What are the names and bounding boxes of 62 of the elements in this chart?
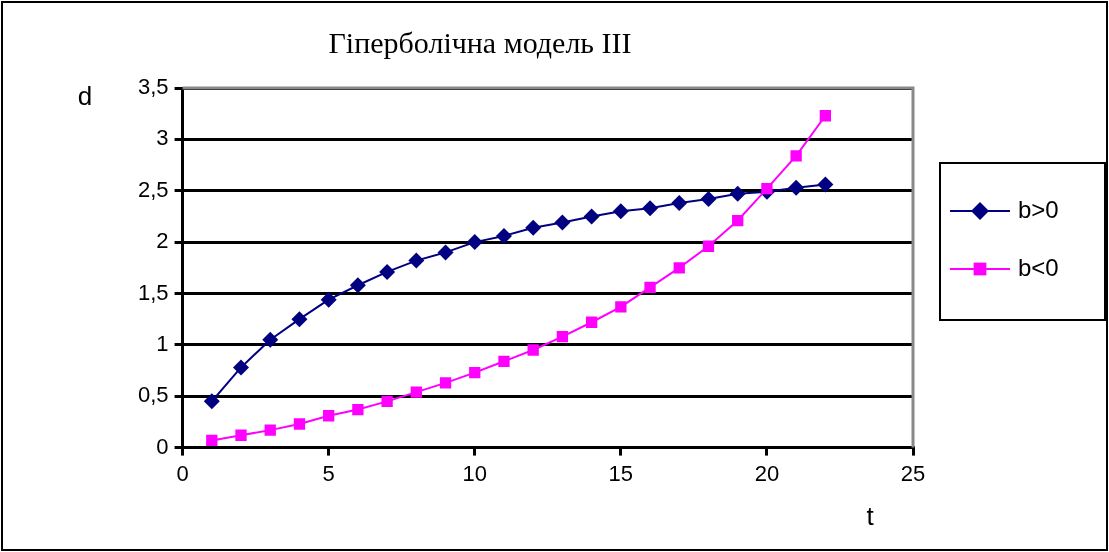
y-tick-label: 2,5 xyxy=(137,176,169,202)
point xyxy=(556,330,569,343)
y-tick-label: 3,5 xyxy=(137,74,169,100)
y-tick-label: 0 xyxy=(156,433,169,459)
point xyxy=(469,366,481,379)
x-axis-title: t xyxy=(866,501,875,532)
x-tick-label: 10 xyxy=(462,460,487,486)
point xyxy=(583,208,600,225)
point xyxy=(612,203,629,220)
point xyxy=(702,240,715,252)
point xyxy=(642,200,659,217)
y-tick-label: 1,5 xyxy=(137,279,169,305)
point xyxy=(498,355,510,367)
point xyxy=(235,429,247,441)
chart-title: Гіперболічна модель III xyxy=(328,25,632,59)
point xyxy=(437,244,454,261)
legend-label: b>0 xyxy=(1018,195,1059,223)
point xyxy=(379,263,396,280)
point xyxy=(790,150,802,162)
point xyxy=(233,359,250,376)
point xyxy=(732,214,744,227)
y-tick-label: 2 xyxy=(156,228,169,254)
y-tick-label: 3 xyxy=(156,125,169,151)
point xyxy=(439,377,452,389)
point xyxy=(700,190,717,207)
point xyxy=(466,234,483,251)
point xyxy=(323,410,335,422)
point xyxy=(381,395,393,408)
point xyxy=(673,262,685,274)
point xyxy=(291,311,308,328)
legend-label: b<0 xyxy=(1018,253,1059,281)
point xyxy=(817,176,834,193)
x-tick-label: 5 xyxy=(322,460,335,486)
point xyxy=(671,195,688,212)
point xyxy=(206,434,218,447)
x-tick-label: 20 xyxy=(754,460,780,486)
y-tick-label: 0,5 xyxy=(137,382,169,408)
point xyxy=(352,403,364,416)
point xyxy=(262,331,279,348)
point xyxy=(349,277,366,294)
point xyxy=(293,418,306,430)
point xyxy=(408,252,425,269)
y-tick-label: 1 xyxy=(156,330,169,356)
point xyxy=(495,227,512,244)
point xyxy=(729,185,746,202)
point xyxy=(788,179,805,196)
point xyxy=(203,393,220,410)
point xyxy=(819,110,832,122)
point xyxy=(644,281,656,293)
y-axis-title: d xyxy=(77,81,93,112)
point xyxy=(761,183,773,195)
point xyxy=(554,214,571,231)
point xyxy=(320,291,337,308)
point xyxy=(615,301,627,313)
point xyxy=(585,316,598,328)
x-tick-label: 15 xyxy=(608,460,634,486)
x-tick-label: 25 xyxy=(900,460,926,486)
x-tick-label: 0 xyxy=(176,460,189,486)
point xyxy=(525,219,542,236)
point xyxy=(527,344,539,356)
point xyxy=(410,386,422,398)
point xyxy=(264,424,276,436)
